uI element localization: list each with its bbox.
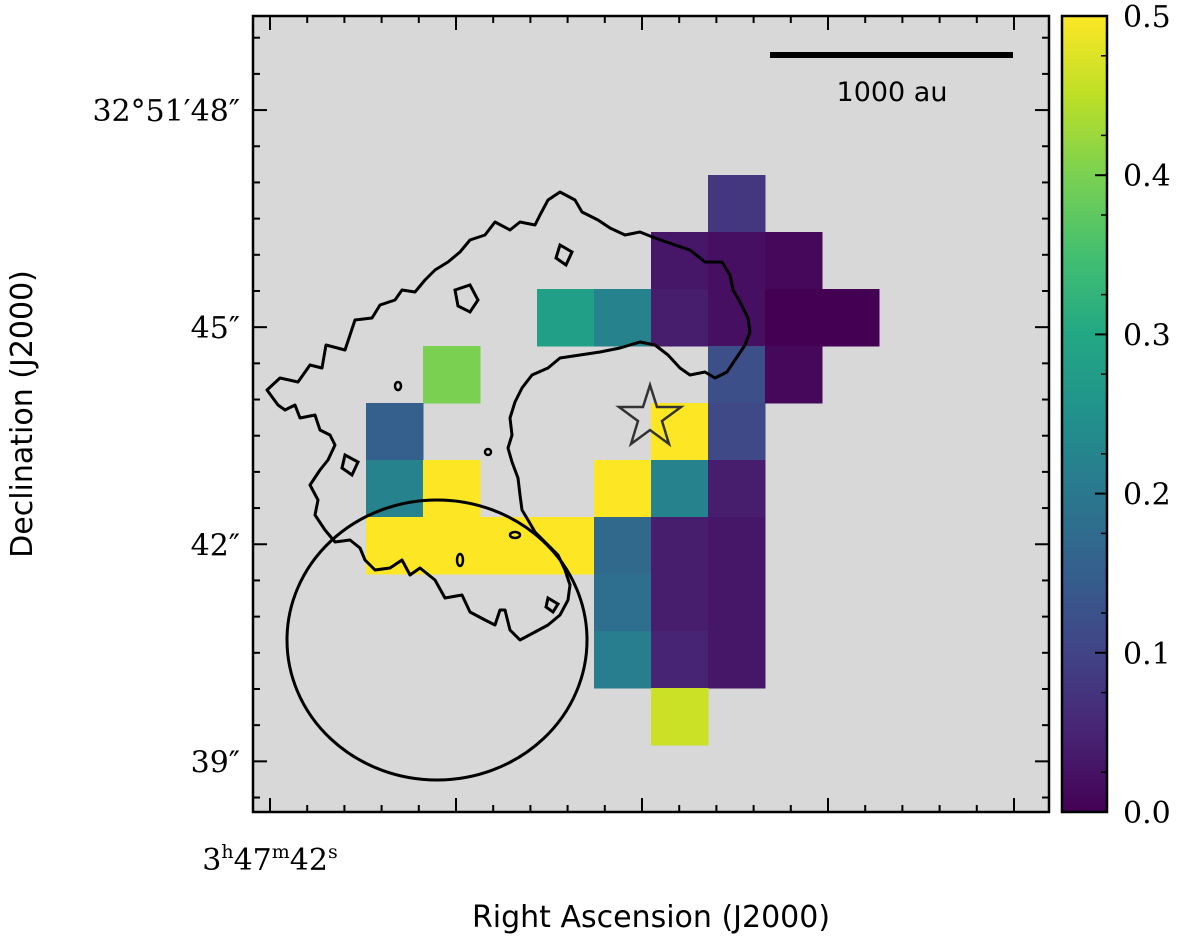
heatmap-pixel bbox=[651, 688, 709, 746]
heatmap-pixel bbox=[708, 403, 766, 461]
protostar-star-marker bbox=[615, 380, 685, 448]
colorbar-tick-label: 0.0 bbox=[1123, 796, 1171, 831]
y-axis-label: Declination (J2000) bbox=[5, 270, 40, 558]
x-tick-labels: 3h47m42s bbox=[202, 841, 338, 878]
colorbar-tick-label: 0.2 bbox=[1123, 478, 1171, 513]
heatmap-pixel bbox=[366, 460, 424, 518]
emission-contour-island-6 bbox=[455, 552, 465, 568]
heatmap-pixel bbox=[423, 517, 481, 575]
heatmap-pixel bbox=[822, 289, 880, 347]
colorbar: 0.0 0.1 0.2 0.3 0.4 0.5 bbox=[1060, 0, 1171, 831]
heatmap-pixel bbox=[594, 574, 652, 632]
heatmap-pixel bbox=[651, 574, 709, 632]
heatmap-pixel bbox=[765, 232, 823, 290]
y-tick-label: 45″ bbox=[191, 311, 240, 346]
heatmap-pixel bbox=[423, 460, 481, 518]
y-tick-label: 32°51′48″ bbox=[92, 94, 240, 129]
emission-contour-island-1 bbox=[453, 283, 480, 314]
heatmap-pixel bbox=[480, 517, 538, 575]
emission-contour-island-7 bbox=[508, 530, 522, 540]
colorbar-tick-label: 0.3 bbox=[1123, 318, 1171, 353]
colorbar-frame bbox=[1060, 14, 1109, 814]
heatmap-pixel bbox=[708, 631, 766, 689]
map-panel: 1000 au bbox=[251, 14, 1051, 814]
heatmap-pixel bbox=[651, 631, 709, 689]
heatmap-pixel bbox=[651, 517, 709, 575]
heatmap-pixel bbox=[651, 232, 709, 290]
heatmap-pixel bbox=[594, 631, 652, 689]
colorbar-tick-label: 0.4 bbox=[1123, 159, 1171, 194]
emission-contour bbox=[265, 190, 752, 642]
heatmap-pixel bbox=[708, 175, 766, 233]
colorbar-tick-label: 0.1 bbox=[1123, 637, 1171, 672]
y-tick-labels: 32°51′48″ 45″ 42″ 39″ bbox=[92, 94, 240, 780]
emission-contour-island-8 bbox=[483, 447, 493, 457]
heatmap-pixel bbox=[423, 346, 481, 404]
emission-contour-island-2 bbox=[554, 242, 574, 268]
heatmap-pixel bbox=[594, 460, 652, 518]
colorbar-gradient bbox=[1062, 16, 1107, 812]
beam-ellipse bbox=[285, 498, 589, 782]
heatmap-pixel bbox=[651, 460, 709, 518]
heatmap-pixel bbox=[708, 574, 766, 632]
colorbar-tick-label: 0.5 bbox=[1123, 0, 1171, 35]
x-axis-label: Right Ascension (J2000) bbox=[472, 900, 830, 935]
y-tick-label: 39″ bbox=[191, 745, 240, 780]
map-frame bbox=[251, 14, 1051, 814]
heatmap-pixel bbox=[594, 289, 652, 347]
emission-contour-island-3 bbox=[340, 452, 360, 478]
x-tick-label: 3h47m42s bbox=[202, 841, 338, 878]
pixel-layer bbox=[366, 175, 880, 746]
emission-contour-island-4 bbox=[544, 595, 561, 615]
heatmap-pixel bbox=[537, 289, 595, 347]
scale-bar-label: 1000 au bbox=[837, 77, 948, 108]
colorbar-ticks: 0.0 0.1 0.2 0.3 0.4 0.5 bbox=[1095, 0, 1171, 831]
heatmap-pixel bbox=[765, 289, 823, 347]
heatmap-pixel bbox=[765, 346, 823, 404]
y-tick-label: 42″ bbox=[191, 528, 240, 563]
heatmap-pixel bbox=[594, 517, 652, 575]
heatmap-pixel bbox=[708, 517, 766, 575]
heatmap-pixel bbox=[708, 346, 766, 404]
heatmap-pixel bbox=[708, 460, 766, 518]
heatmap-pixel bbox=[366, 403, 424, 461]
heatmap-pixel bbox=[651, 403, 709, 461]
heatmap-pixel bbox=[651, 289, 709, 347]
emission-contour-island-5 bbox=[393, 380, 403, 392]
